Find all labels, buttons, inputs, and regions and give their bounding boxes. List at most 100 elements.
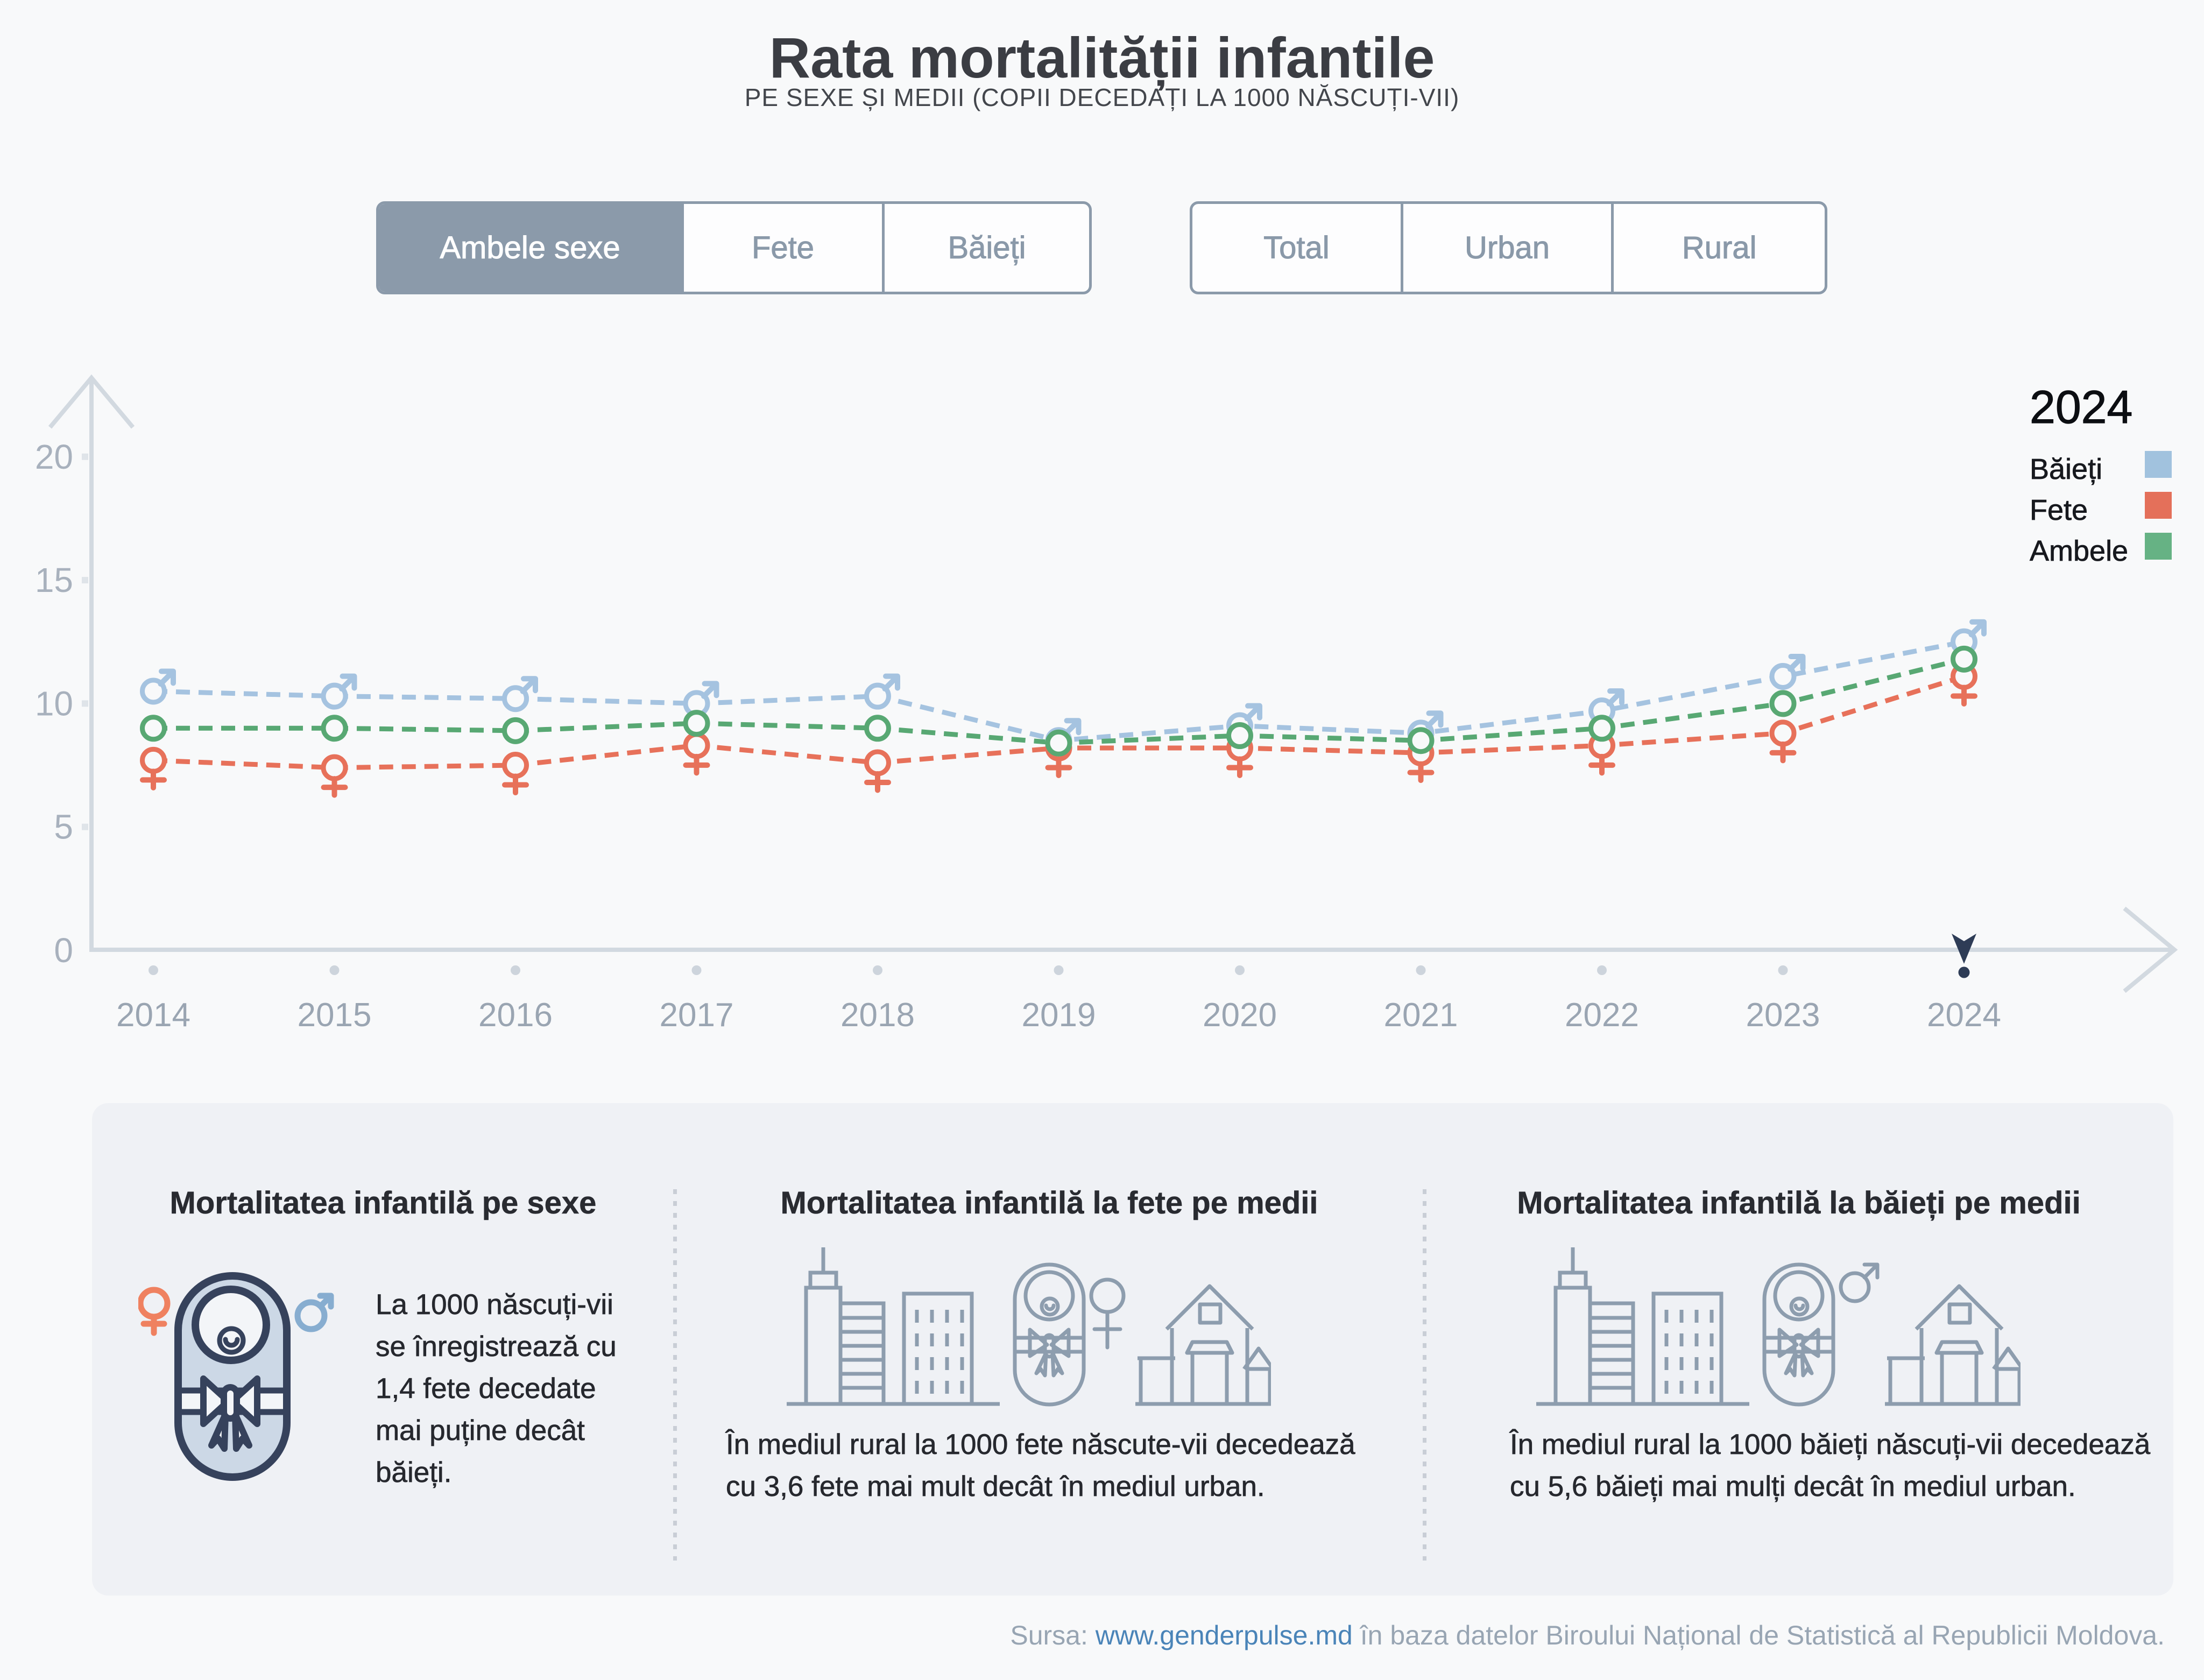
x-tick-2016[interactable]: 2016 [478, 997, 553, 1034]
marker-female-2017 [683, 732, 710, 759]
sex-filter-fete[interactable]: Fete [684, 204, 885, 292]
card-text-baieti-medii: În mediul rural la 1000 băieți născuți-v… [1510, 1429, 2151, 1503]
marker-female-2018 [864, 749, 891, 777]
media-filter-urban[interactable]: Urban [1403, 204, 1614, 292]
media-filter-total[interactable]: Total [1192, 204, 1403, 292]
female-icon [138, 1287, 171, 1336]
media-filter-group: Total Urban Rural [1190, 201, 1827, 294]
marker-circle-2017 [683, 710, 710, 737]
x-tick-2017[interactable]: 2017 [660, 997, 734, 1034]
card-divider [1423, 1189, 1426, 1561]
female-cross-2020 [1226, 756, 1253, 778]
series-line-băieți [153, 639, 1965, 743]
card-title-fete-medii: Mortalitatea infantilă la fete pe medii [780, 1185, 1318, 1221]
year-dot-2019[interactable] [1054, 965, 1064, 975]
city-icon [787, 1247, 1000, 1406]
female-cross-2024 [1951, 684, 1977, 707]
footer-source-link[interactable]: www.genderpulse.md [1095, 1620, 1353, 1650]
baby-icon [1013, 1262, 1086, 1407]
x-axis-arrow [2123, 906, 2178, 993]
marker-circle-2015 [321, 715, 348, 742]
year-dot-2018[interactable] [873, 965, 882, 975]
legend-swatch-fete [2145, 492, 2172, 519]
x-tick-2018[interactable]: 2018 [840, 997, 915, 1034]
legend-item-fete: Fete [2030, 492, 2172, 526]
y-tick-label-5: 5 [54, 808, 73, 846]
marker-female-2015 [321, 754, 348, 781]
male-arrow-2024 [1968, 619, 1987, 638]
year-dot-2022[interactable] [1597, 965, 1607, 975]
y-tick-mark-15 [82, 577, 88, 584]
house-icon [1135, 1284, 1271, 1406]
female-cross-2021 [1407, 761, 1435, 783]
male-arrow-2018 [882, 673, 900, 692]
year-dot-2016[interactable] [511, 965, 520, 975]
male-icon [294, 1293, 334, 1332]
x-tick-2014[interactable]: 2014 [116, 997, 190, 1034]
sex-filter-baieti[interactable]: Băieți [948, 230, 1026, 266]
female-cross-2019 [1045, 756, 1072, 778]
marker-circle-2018 [864, 715, 891, 742]
male-arrow-2015 [339, 673, 357, 692]
y-tick-mark-10 [82, 700, 88, 707]
male-arrow-2023 [1788, 653, 1806, 672]
page-subtitle: PE SEXE ȘI MEDII (COPII DECEDAȚI LA 1000… [744, 83, 1460, 111]
x-tick-2022[interactable]: 2022 [1565, 997, 1639, 1034]
x-tick-2020[interactable]: 2020 [1203, 997, 1277, 1034]
legend-swatch-ambele [2145, 533, 2172, 560]
marker-circle-2019 [1045, 729, 1072, 757]
year-dot-2017[interactable] [691, 965, 702, 975]
marker-circle-2022 [1588, 715, 1615, 742]
x-tick-2021[interactable]: 2021 [1384, 997, 1458, 1034]
house-icon [1885, 1284, 2021, 1406]
legend-selected-year: 2024 [2029, 381, 2133, 433]
city-icon [1536, 1247, 1749, 1406]
marker-female-2014 [140, 746, 167, 774]
year-dot-2020[interactable] [1235, 965, 1245, 975]
y-tick-mark-5 [82, 823, 88, 830]
male-arrow-2019 [1063, 718, 1082, 736]
x-tick-2019[interactable]: 2019 [1022, 997, 1096, 1034]
year-slider-cursor[interactable] [1952, 934, 1976, 964]
baby-icon [1762, 1262, 1835, 1407]
male-arrow-2020 [1244, 703, 1262, 722]
y-tick-label-10: 10 [35, 684, 73, 723]
footer-source: Sursa: www.genderpulse.md în baza datelo… [1010, 1620, 2165, 1651]
card-title-baieti-medii: Mortalitatea infantilă la băieți pe medi… [1517, 1185, 2081, 1221]
year-dot-2024[interactable] [1958, 966, 1970, 978]
year-dot-2014[interactable] [149, 965, 158, 975]
legend-swatch-baieti [2145, 451, 2172, 478]
media-filter-rural[interactable]: Rural [1682, 230, 1757, 266]
year-dot-2015[interactable] [329, 965, 340, 975]
baieti-medii-icons [1536, 1247, 2021, 1409]
x-tick-2024[interactable]: 2024 [1927, 997, 2001, 1034]
chart-legend: Băieți Fete Ambele [2030, 451, 2172, 574]
year-dot-2021[interactable] [1416, 965, 1426, 975]
fete-medii-icons [787, 1247, 1271, 1409]
page-title: Rata mortalității infantile [769, 26, 1435, 90]
card-text-sexe: La 1000 născuți-vii se înregistrează cu … [376, 1289, 617, 1489]
footer-source-label: Sursa: [1010, 1620, 1088, 1650]
year-dot-2023[interactable] [1778, 965, 1788, 975]
male-arrow-2021 [1425, 710, 1444, 729]
insights-panel: Mortalitatea infantilă pe sexe Mortalita… [92, 1103, 2173, 1596]
female-cross-2022 [1588, 753, 1615, 776]
y-tick-mark-20 [82, 453, 88, 460]
male-arrow-2017 [701, 681, 719, 699]
sex-filter-ambele-sexe[interactable]: Ambele sexe [379, 204, 684, 292]
marker-circle-2021 [1407, 727, 1435, 754]
x-tick-2023[interactable]: 2023 [1746, 997, 1820, 1034]
x-tick-2015[interactable]: 2015 [298, 997, 372, 1034]
marker-female-2016 [502, 752, 529, 779]
marker-circle-2024 [1951, 645, 1977, 673]
female-cross-2014 [140, 768, 167, 790]
card-text-fete-medii: În mediul rural la 1000 fete născute-vii… [726, 1429, 1355, 1503]
sex-filter-group: Ambele sexe Fete Băieți [376, 201, 1092, 294]
female-cross-2016 [502, 773, 529, 796]
y-tick-label-20: 20 [35, 437, 73, 476]
marker-circle-2020 [1226, 722, 1253, 750]
female-cross-2023 [1769, 741, 1797, 764]
footer-source-rest: în baza datelor Biroului Național de Sta… [1360, 1620, 2165, 1650]
marker-female-2023 [1769, 719, 1797, 747]
